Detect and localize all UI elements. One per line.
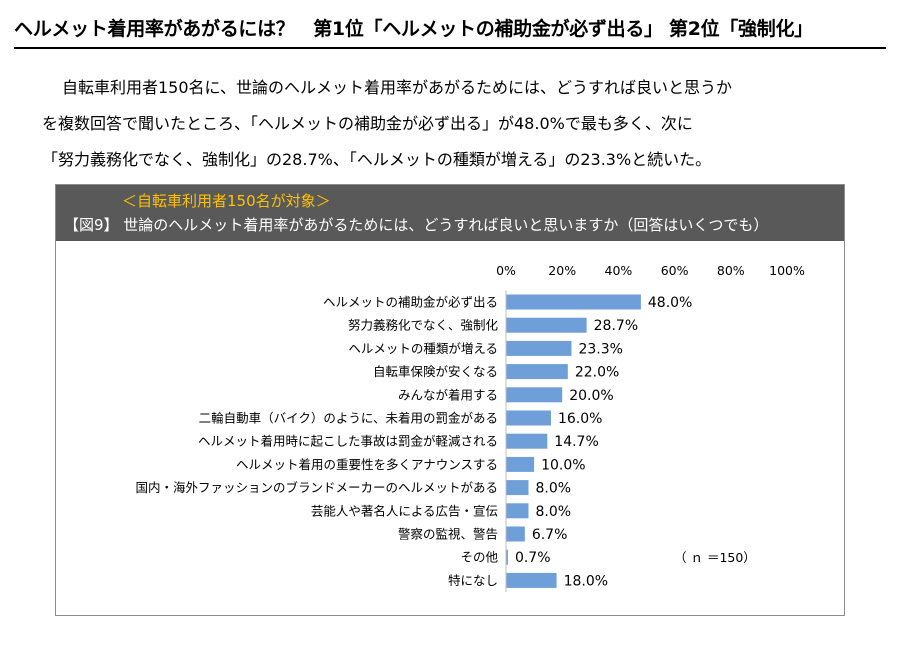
value-label: 8.0% <box>535 481 571 497</box>
value-label: 28.7% <box>594 318 638 334</box>
category-label: 芸能人や著名人による広告・宣伝 <box>311 503 498 518</box>
x-tick-label: 40% <box>605 263 633 278</box>
intro-paragraph: 自転車利用者150名に、世論のヘルメット着用率があがるためには、どうすれば良いと… <box>42 70 872 178</box>
category-label: 国内・海外ファッションのブランドメーカーのヘルメットがある <box>135 480 498 495</box>
x-tick-label: 20% <box>548 263 576 278</box>
value-label: 20.0% <box>569 388 613 404</box>
intro-line-2: を複数回答で聞いたところ、「ヘルメットの補助金が必ず出る」が48.0%で最も多く… <box>42 114 693 133</box>
category-label: 二輪自動車（バイク）のように、未着用の罰金がある <box>199 411 498 426</box>
category-label: ヘルメットの種類が増える <box>348 341 498 356</box>
figure-panel: ＜自転車利用者150名が対象＞ 【図9】 世論のヘルメット着用率があがるためには… <box>55 184 845 616</box>
category-label: みんなが着用する <box>398 387 498 402</box>
value-label: 18.0% <box>564 573 608 589</box>
bar <box>506 549 508 565</box>
value-label: 16.0% <box>558 411 602 427</box>
value-label: 6.7% <box>532 527 568 543</box>
category-label: 特になし <box>448 573 498 588</box>
figure-subtitle: ＜自転車利用者150名が対象＞ <box>122 192 331 210</box>
category-label: 自転車保険が安くなる <box>373 364 498 379</box>
headline-rule <box>14 47 886 49</box>
headline: ヘルメット着用率があがるには？ 第1位「ヘルメットの補助金が必ず出る」 第2位「… <box>14 18 813 40</box>
category-label: 努力義務化でなく、強制化 <box>348 318 499 333</box>
bar <box>506 294 641 310</box>
category-label: その他 <box>460 550 498 565</box>
category-label: 警察の監視、警告 <box>398 527 498 542</box>
bar <box>506 433 548 449</box>
bar <box>506 387 563 403</box>
value-label: 14.7% <box>554 434 598 450</box>
sample-size-note: （ ｎ ＝150） <box>674 550 756 565</box>
bar <box>506 364 568 380</box>
figure-title: 【図9】 世論のヘルメット着用率があがるためには、どうすれば良いと思いますか（回… <box>64 216 769 234</box>
bar <box>506 410 551 426</box>
bars: ヘルメットの補助金が必ず出る 48.0% 努力義務化でなく、強制化 28.7% ヘルメッ… <box>135 294 692 589</box>
bar <box>506 480 529 496</box>
value-label: 8.0% <box>535 504 571 520</box>
category-label: ヘルメットの補助金が必ず出る <box>323 295 498 310</box>
value-label: 48.0% <box>648 295 692 311</box>
bar <box>506 317 587 333</box>
bar <box>506 456 535 472</box>
category-label: ヘルメット着用の重要性を多くアナウンスする <box>236 457 498 472</box>
bar <box>506 572 557 588</box>
x-tick-label: 80% <box>717 263 745 278</box>
x-tick-label: 100% <box>769 263 805 278</box>
value-label: 23.3% <box>578 341 622 357</box>
category-label: ヘルメット着用時に起こした事故は罰金が軽減される <box>198 434 498 449</box>
value-label: 22.0% <box>575 365 619 381</box>
bar <box>506 503 529 519</box>
x-tick-label: 60% <box>661 263 689 278</box>
value-label: 10.0% <box>541 457 585 473</box>
value-label: 0.7% <box>515 550 551 566</box>
x-tick-label: 0% <box>496 263 516 278</box>
intro-line-3: 「努力義務化でなく、強制化」の28.7%、「ヘルメットの種類が増える」の23.3… <box>42 150 712 169</box>
bar <box>506 340 572 356</box>
figure-header: ＜自転車利用者150名が対象＞ 【図9】 世論のヘルメット着用率があがるためには… <box>56 185 844 241</box>
bar <box>506 526 525 542</box>
bar-chart: 0% 20% 40% 60% 80% 100% ヘルメットの補助金が必ず出る 48.0% 努力… <box>135 263 805 592</box>
x-axis-ticks: 0% 20% 40% 60% 80% 100% <box>496 263 805 278</box>
intro-line-1: 自転車利用者150名に、世論のヘルメット着用率があがるためには、どうすれば良いと… <box>62 78 733 97</box>
